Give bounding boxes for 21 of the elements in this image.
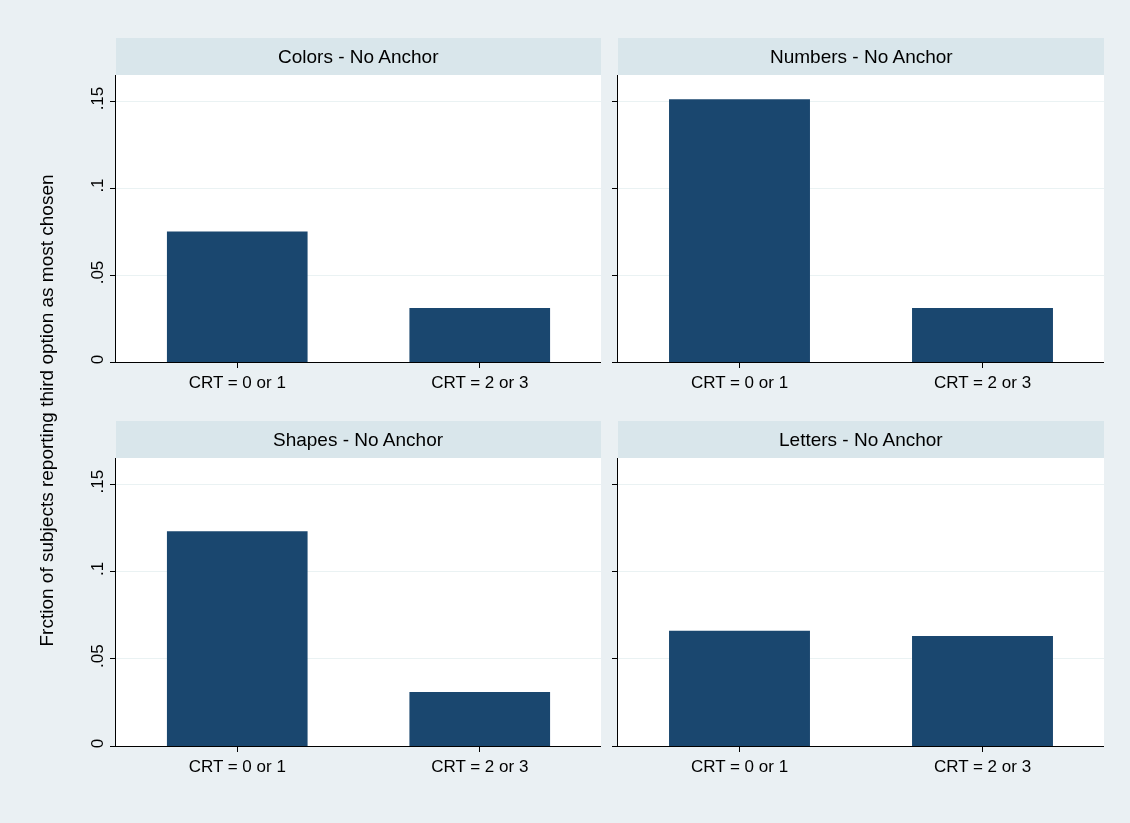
x-tick-label: CRT = 2 or 3 <box>431 373 529 393</box>
chart-title: Letters - No Anchor <box>779 429 944 450</box>
y-axis-title: Frction of subjects reporting third option as most chosen <box>35 174 57 647</box>
chart-title: Numbers - No Anchor <box>770 46 954 67</box>
y-tick-label: 0 <box>88 738 108 749</box>
x-tick-label: CRT = 0 or 1 <box>188 373 286 393</box>
y-tick-label: .15 <box>88 469 108 494</box>
x-tick-label: CRT = 2 or 3 <box>431 757 529 777</box>
chart-title: Colors - No Anchor <box>278 46 440 67</box>
x-tick-label: CRT = 2 or 3 <box>933 757 1032 777</box>
x-tick-label: CRT = 0 or 1 <box>690 757 789 777</box>
y-tick-label: .1 <box>88 561 108 576</box>
y-tick-label: .15 <box>88 86 108 111</box>
y-tick-label: 0 <box>88 354 108 365</box>
chart-title: Shapes - No Anchor <box>273 429 444 450</box>
y-tick-label: .05 <box>88 644 108 668</box>
y-tick-label: .05 <box>88 260 108 285</box>
x-tick-label: CRT = 0 or 1 <box>188 757 286 777</box>
x-tick-label: CRT = 0 or 1 <box>690 373 789 393</box>
x-tick-label: CRT = 2 or 3 <box>933 373 1032 393</box>
y-tick-label: .1 <box>88 178 108 193</box>
